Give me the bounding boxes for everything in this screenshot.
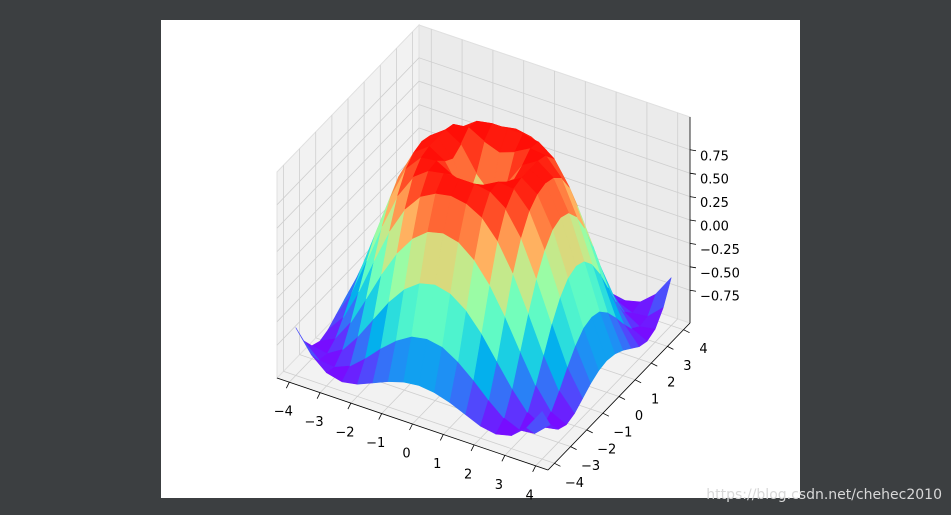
z-tick [689,219,697,222]
x-tick [347,402,352,410]
y-tick [586,429,593,434]
x-tick-label: 3 [495,478,503,493]
x-tick-label: 2 [464,467,472,482]
y-tick-label: −1 [613,426,632,441]
z-tick [689,172,697,175]
y-tick [570,446,577,450]
z-grid-line [276,80,691,229]
y-tick [602,412,610,417]
x-tick [378,413,383,420]
x-tick-label: 0 [402,447,410,462]
z-grid-line [276,127,691,276]
x-tick-label: 4 [526,488,534,503]
x-tick [501,455,506,462]
axes: −4−3−2−101234−4−3−2−101234−0.75−0.50−0.2… [274,117,740,503]
z-tick-label: 0.50 [700,173,729,188]
y-tick [618,396,626,400]
x-tick-label: −1 [366,436,385,451]
x-tick-label: 1 [433,457,441,472]
x-tick [285,382,290,389]
x-tick-label: −4 [274,405,293,420]
x-tick [409,423,413,431]
surface-patch [295,327,320,361]
z-grid-line [276,57,691,206]
z-tick [689,289,697,292]
y-tick [554,462,561,467]
z-tick-label: 0.25 [700,196,729,211]
z-tick-label: −0.50 [700,266,740,281]
y-tick-label: 2 [667,376,675,391]
y-axis [547,322,691,471]
z-tick [689,196,697,198]
x-tick [316,392,321,399]
z-tick-label: −0.25 [700,243,740,258]
y-tick [683,329,690,334]
surface [295,120,672,436]
x-tick-label: −3 [305,415,324,430]
y-tick [667,346,674,350]
y-grid-line [283,165,555,464]
surface-patch [526,411,551,434]
surface-patch [481,191,506,241]
x-tick-label: −2 [335,426,354,441]
x-grid-line [535,112,679,467]
y-tick-label: 0 [635,409,643,424]
z-tick [689,149,697,152]
x-tick [532,465,537,472]
watermark: https://blog.csdn.net/chehec2010 [706,487,942,503]
y-tick-label: 4 [699,342,707,357]
z-tick-label: −0.75 [700,290,740,305]
z-tick [689,243,697,245]
x-axis [276,377,549,471]
z-tick-label: 0.75 [700,149,729,164]
x-tick [439,434,444,441]
y-tick-label: −2 [597,442,616,457]
y-tick [651,362,658,367]
y-tick-label: −4 [565,476,584,491]
x-tick [470,444,475,452]
z-tick-label: 0.00 [700,220,729,235]
y-tick-label: 3 [683,359,691,374]
z-grid-line [276,104,691,252]
y-tick [634,379,642,384]
y-tick-label: −3 [581,459,600,474]
z-tick [689,266,697,269]
y-tick-label: 1 [651,392,659,407]
